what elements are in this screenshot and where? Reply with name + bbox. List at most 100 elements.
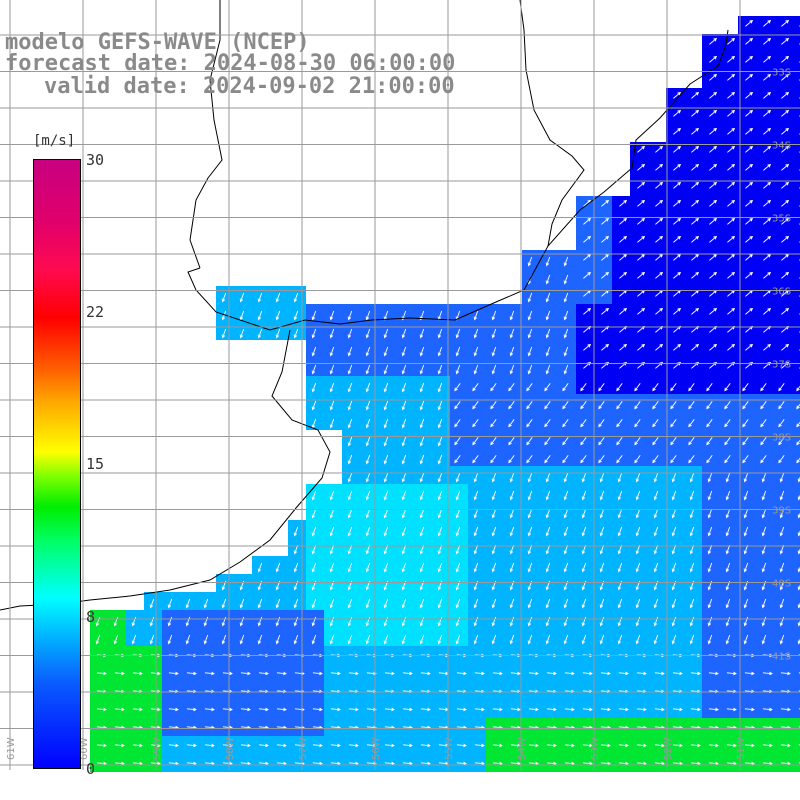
wind-arrow: [583, 307, 592, 315]
wind-arrow: [636, 707, 647, 712]
wind-arrow: [672, 761, 683, 766]
wind-arrow: [239, 328, 245, 339]
wind-arrow: [474, 707, 485, 712]
wind-arrow: [258, 671, 269, 676]
wind-arrow: [437, 490, 443, 501]
wind-arrow: [563, 472, 569, 483]
wind-cell: [792, 556, 800, 574]
wind-arrow: [330, 671, 341, 676]
wind-arrow: [508, 455, 515, 464]
wind-arrow: [599, 634, 605, 645]
wind-arrow: [490, 455, 497, 464]
wind-arrow: [763, 217, 772, 225]
wind-arrow: [545, 328, 551, 339]
wind-arrow: [150, 743, 161, 748]
wind-arrow: [401, 454, 407, 465]
wind-arrow: [580, 455, 587, 464]
wind-arrow: [797, 548, 800, 555]
wind-arrow: [508, 383, 515, 392]
wind-arrow: [797, 620, 800, 627]
wind-arrow: [384, 671, 395, 676]
wind-arrow: [688, 455, 695, 464]
wind-arrow: [348, 761, 359, 766]
wind-arrow: [454, 455, 461, 464]
wind-arrow: [167, 634, 173, 645]
wind-arrow: [510, 671, 521, 676]
wind-arrow: [564, 761, 575, 766]
wind-arrow: [727, 181, 736, 189]
wind-arrow: [600, 671, 611, 676]
wind-arrow: [616, 383, 623, 392]
wind-arrow: [329, 562, 335, 573]
wind-arrow: [437, 436, 443, 447]
wind-arrow: [618, 707, 629, 712]
latitude-label: 33S: [772, 68, 791, 79]
wind-arrow: [365, 364, 371, 375]
wind-arrow: [580, 383, 587, 392]
wind-arrow: [491, 472, 497, 483]
wind-arrow: [617, 598, 623, 609]
wind-arrow: [545, 472, 551, 483]
wind-cell: [792, 106, 800, 124]
wind-arrow: [132, 671, 143, 676]
wind-arrow: [581, 562, 587, 573]
wind-arrow: [564, 743, 575, 748]
wind-arrow: [366, 743, 377, 748]
wind-arrow: [707, 472, 713, 483]
wind-arrow: [168, 671, 179, 676]
wind-arrow: [366, 761, 377, 766]
wind-arrow: [655, 235, 664, 243]
wind-arrow: [673, 109, 682, 117]
wind-arrow: [311, 400, 317, 411]
wind-arrow: [527, 526, 533, 537]
wind-arrow: [583, 343, 592, 351]
wind-arrow: [653, 616, 659, 627]
wind-arrow: [383, 400, 389, 411]
wind-arrow: [599, 562, 605, 573]
wind-arrow: [580, 437, 587, 446]
wind-arrow: [257, 310, 263, 321]
wind-arrow: [455, 508, 461, 519]
wind-arrow: [708, 761, 719, 766]
wind-arrow: [348, 671, 359, 676]
wind-arrow: [240, 707, 251, 712]
wind-arrow: [545, 490, 551, 501]
wind-arrow: [347, 382, 353, 393]
wind-arrow: [365, 472, 371, 483]
wind-arrow: [544, 401, 551, 410]
wind-arrow: [688, 419, 695, 428]
wind-arrow: [672, 671, 683, 676]
wind-arrow: [492, 743, 503, 748]
wind-arrow: [726, 761, 737, 766]
wind-arrow: [276, 707, 287, 712]
wind-arrow: [653, 526, 659, 537]
wind-arrow: [132, 743, 143, 748]
wind-arrow: [779, 526, 785, 537]
wind-arrow: [779, 634, 785, 645]
wind-arrow: [491, 346, 497, 357]
wind-arrow: [581, 616, 587, 627]
wind-arrow: [600, 743, 611, 748]
wind-arrow: [293, 634, 299, 645]
wind-arrow: [509, 490, 515, 501]
wind-arrow: [508, 437, 515, 446]
wind-arrow: [96, 671, 107, 676]
wind-arrow: [383, 490, 389, 501]
wind-arrow: [745, 109, 754, 117]
wind-cell: [792, 538, 800, 556]
wind-arrow: [724, 401, 731, 410]
wind-arrow: [168, 743, 179, 748]
wind-arrow: [763, 145, 772, 153]
wind-arrow: [401, 472, 407, 483]
wind-arrow: [365, 508, 371, 519]
wind-arrow: [420, 707, 431, 712]
wind-arrow: [619, 235, 628, 243]
wind-arrow: [366, 671, 377, 676]
wind-arrow: [709, 199, 718, 207]
wind-arrow: [454, 419, 461, 428]
wind-arrow: [689, 526, 695, 537]
wind-arrow: [709, 37, 718, 45]
wind-arrow: [275, 616, 281, 627]
wind-arrow: [745, 307, 754, 315]
wind-arrow: [545, 526, 551, 537]
